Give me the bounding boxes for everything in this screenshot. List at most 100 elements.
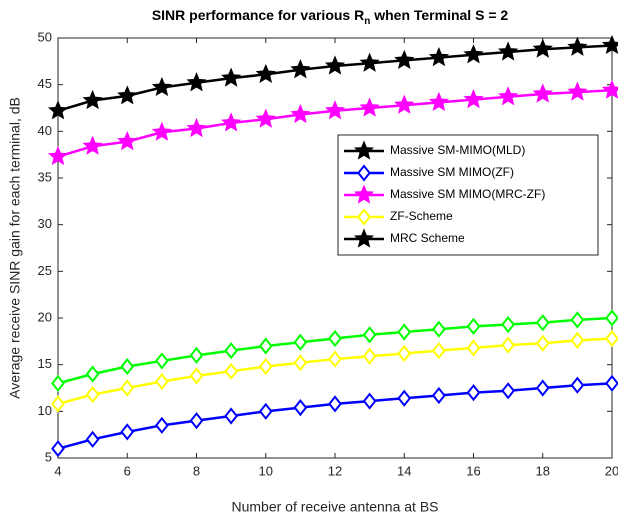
marker — [570, 331, 585, 350]
chart-title: SINR performance for various Rn when Ter… — [152, 7, 509, 27]
marker — [535, 314, 550, 332]
marker — [359, 97, 380, 117]
marker — [258, 402, 273, 420]
y-tick-label: 50 — [38, 29, 52, 44]
marker — [324, 100, 346, 120]
marker — [466, 384, 481, 402]
x-tick-label: 18 — [536, 463, 550, 478]
marker — [431, 386, 446, 405]
marker — [224, 362, 239, 380]
marker — [362, 347, 377, 365]
marker — [85, 385, 100, 404]
y-tick-label: 40 — [38, 123, 52, 138]
y-tick-label: 45 — [38, 76, 52, 91]
marker — [189, 367, 204, 385]
marker — [466, 317, 481, 336]
marker — [82, 89, 103, 110]
y-tick-label: 15 — [38, 356, 52, 371]
legend-label: Massive SM-MIMO(MLD) — [390, 143, 525, 157]
marker — [51, 440, 65, 458]
marker — [224, 407, 239, 425]
legend-label: Massive SM MIMO(MRC-ZF) — [390, 187, 545, 201]
marker — [535, 379, 550, 397]
marker — [428, 46, 449, 67]
marker — [154, 372, 169, 391]
marker — [397, 344, 412, 363]
x-tick-label: 14 — [397, 463, 411, 478]
marker — [362, 392, 377, 410]
marker — [151, 121, 172, 141]
marker — [221, 67, 242, 87]
marker — [605, 374, 618, 392]
marker — [501, 315, 516, 334]
marker — [394, 94, 415, 114]
x-tick-label: 6 — [124, 463, 131, 478]
marker — [498, 86, 519, 106]
marker — [431, 320, 446, 338]
x-axis-label: Number of receive antenna at BS — [231, 499, 438, 515]
marker — [255, 63, 276, 84]
x-tick-label: 16 — [466, 463, 480, 478]
marker — [362, 326, 377, 344]
x-tick-label: 4 — [54, 463, 61, 478]
marker — [154, 352, 169, 370]
legend-marker — [353, 228, 375, 248]
marker — [85, 430, 100, 448]
marker — [293, 354, 308, 372]
marker — [324, 55, 346, 75]
x-tick-label: 10 — [259, 463, 273, 478]
y-tick-label: 5 — [45, 449, 52, 464]
marker — [117, 85, 138, 105]
marker — [498, 41, 519, 61]
legend-label: Massive SM MIMO(ZF) — [390, 165, 514, 179]
marker — [328, 329, 342, 348]
y-axis-label: Average receive SINR gain for each termi… — [7, 97, 23, 399]
legend-marker — [353, 140, 375, 160]
marker — [85, 365, 100, 383]
title-part: when Terminal S = 2 — [370, 7, 508, 23]
title-part: SINR performance for various R — [152, 7, 364, 23]
marker — [258, 337, 273, 355]
marker — [397, 323, 412, 341]
marker — [290, 59, 311, 79]
marker — [328, 350, 342, 368]
marker — [328, 395, 342, 413]
x-tick-label: 20 — [605, 463, 618, 478]
marker — [117, 131, 138, 151]
marker — [605, 329, 618, 348]
marker — [189, 346, 204, 364]
marker — [51, 395, 65, 413]
marker — [501, 336, 516, 354]
marker — [224, 342, 239, 360]
legend-label: ZF-Scheme — [390, 209, 453, 223]
marker — [255, 108, 276, 128]
marker — [463, 44, 484, 64]
marker — [605, 309, 618, 327]
marker — [570, 376, 585, 394]
y-tick-label: 25 — [38, 263, 52, 278]
marker — [463, 88, 484, 109]
y-tick-label: 30 — [38, 216, 52, 231]
marker — [567, 81, 588, 101]
marker — [535, 334, 550, 352]
marker — [293, 398, 308, 417]
marker — [47, 100, 69, 120]
legend-label: MRC Scheme — [390, 231, 465, 245]
x-tick-label: 12 — [328, 463, 342, 478]
marker — [532, 83, 553, 103]
marker — [120, 379, 135, 397]
marker — [394, 49, 415, 70]
marker — [290, 103, 311, 124]
y-tick-label: 20 — [38, 309, 52, 324]
marker — [532, 38, 553, 58]
marker — [570, 311, 585, 329]
marker — [82, 135, 103, 155]
legend-marker — [357, 164, 371, 182]
marker — [567, 36, 588, 56]
marker — [431, 342, 446, 360]
marker — [51, 374, 65, 392]
marker — [397, 389, 412, 407]
marker — [466, 339, 481, 357]
x-tick-label: 8 — [193, 463, 200, 478]
